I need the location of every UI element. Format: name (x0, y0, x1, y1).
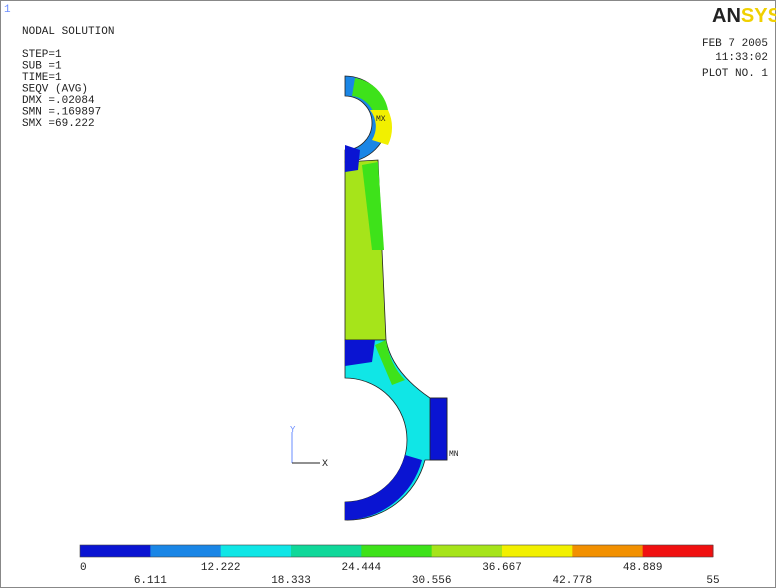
plot-number: PLOT NO. 1 (702, 68, 768, 80)
legend-label: 24.444 (342, 562, 382, 574)
info-line: TIME=1 (22, 72, 62, 84)
time: 11:33:02 (715, 52, 768, 64)
legend-label: 42.778 (553, 575, 593, 587)
window-number: 1 (4, 4, 11, 16)
model (344, 75, 448, 521)
info-line: SMN =.169897 (22, 107, 101, 119)
legend-swatch (291, 545, 362, 557)
legend-swatch (572, 545, 644, 557)
date: FEB 7 2005 (702, 38, 768, 50)
legend-label: 0 (80, 562, 87, 574)
triad-y-label: Y (290, 425, 296, 435)
info-line: SMX =69.222 (22, 118, 95, 130)
logo-an: AN (712, 5, 741, 27)
info-line: SUB =1 (22, 61, 62, 73)
legend-label: 30.556 (412, 575, 452, 587)
logo: ANSYS (712, 5, 776, 27)
info-line: SEQV (AVG) (22, 84, 88, 96)
legend-swatch (220, 545, 292, 557)
legend-label: 48.889 (623, 562, 663, 574)
legend-swatch (502, 545, 573, 557)
legend-swatch (80, 545, 151, 557)
legend-swatch (642, 545, 714, 557)
legend-label: 12.222 (201, 562, 241, 574)
triad: Y X (290, 425, 328, 470)
info-line: DMX =.02084 (22, 95, 95, 107)
logo-sys: SYS (741, 5, 776, 27)
legend-swatch (361, 545, 433, 557)
legend-swatch (431, 545, 503, 557)
legend-border (79, 544, 714, 558)
legend: 0 6.111 12.222 18.333 24.444 30.556 36.667 42.7… (79, 544, 720, 587)
min-marker: MN (449, 450, 459, 459)
info-title: NODAL SOLUTION (22, 26, 114, 38)
legend-label: 55 (706, 575, 719, 587)
legend-swatch (150, 545, 222, 557)
legend-label: 6.111 (134, 575, 167, 587)
max-marker: MX (376, 115, 386, 124)
triad-x-label: X (322, 459, 328, 470)
legend-label: 36.667 (482, 562, 522, 574)
legend-label: 18.333 (271, 575, 311, 587)
info-line: STEP=1 (22, 49, 62, 61)
